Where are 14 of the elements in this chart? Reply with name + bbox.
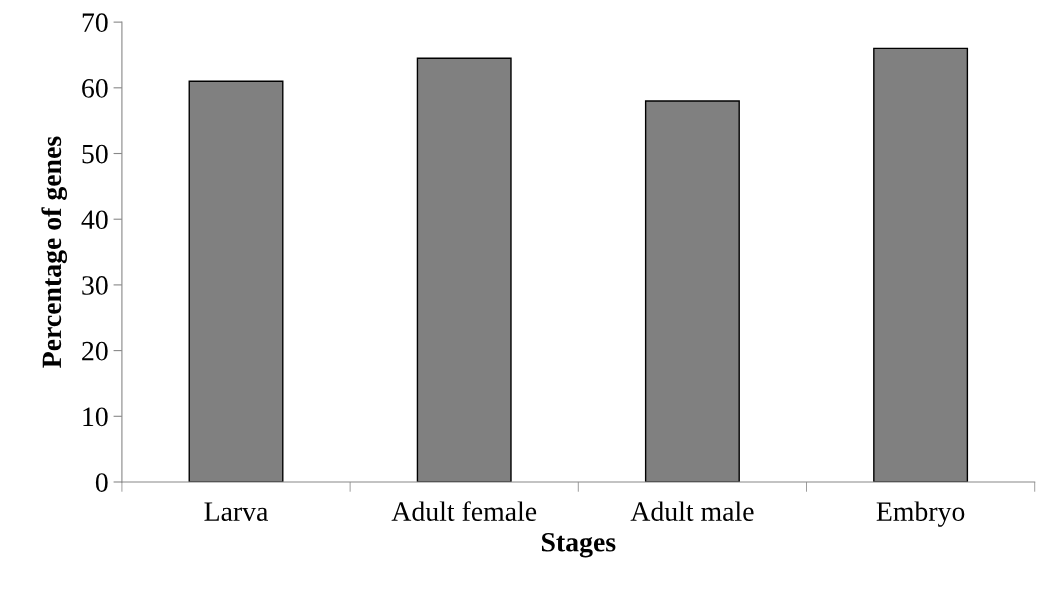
y-tick-label: 60 — [82, 78, 108, 98]
y-tick-label: 10 — [83, 407, 108, 427]
y-tick-label: 40 — [81, 210, 108, 230]
x-tick-label: Adult male — [630, 501, 754, 521]
y-axis-title: Percentage of genes — [41, 136, 68, 368]
x-axis-title: Stages — [541, 532, 616, 558]
y-tick-label: 20 — [82, 341, 108, 361]
y-tick-label: 50 — [82, 144, 108, 164]
y-tick-label: 30 — [82, 276, 108, 295]
x-tick-label: Adult female — [391, 501, 537, 521]
y-tick-label: 0 — [95, 473, 108, 492]
x-tick-label: Larva — [204, 502, 269, 521]
y-tick-label: 70 — [82, 13, 108, 33]
x-tick-label: Embryo — [876, 501, 965, 527]
